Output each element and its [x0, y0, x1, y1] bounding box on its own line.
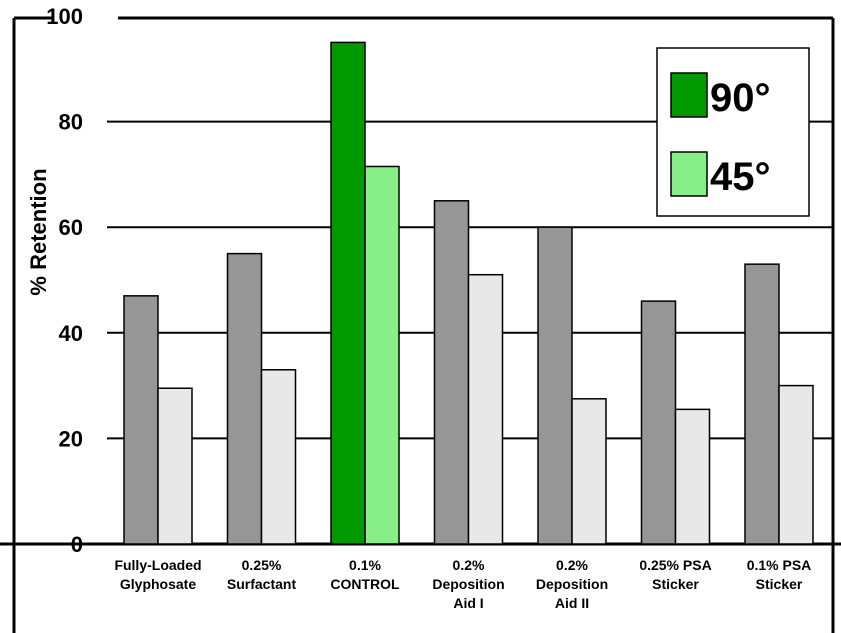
legend-label: 45° [710, 155, 771, 199]
bar-90-1 [226, 252, 263, 545]
category-label: 0.2% Deposition Aid II [536, 557, 608, 611]
bar-45-0 [157, 387, 193, 545]
bar-45-3 [467, 273, 504, 545]
y-tick-label: 20 [59, 426, 83, 451]
category-label: 0.25% Surfactant [227, 557, 297, 592]
bar-45-6 [778, 384, 814, 545]
bar-90-4 [537, 226, 573, 545]
category-label: 0.1% PSA Sticker [747, 557, 812, 592]
bar-90-3 [433, 200, 470, 545]
y-tick-label: 80 [59, 110, 83, 135]
bar-45-1 [260, 369, 297, 545]
category-label: Fully-Loaded Glyphosate [114, 557, 201, 592]
y-tick-label: 60 [59, 215, 83, 240]
y-tick-label: 100 [46, 4, 83, 29]
legend-swatch [670, 151, 708, 197]
legend: 90° 45° [656, 47, 810, 217]
bars [123, 41, 814, 545]
category-label: 0.25% PSA Sticker [639, 557, 711, 592]
bar-90-0 [123, 295, 159, 545]
y-tick-labels: 0 20 40 60 80 100 [46, 4, 83, 557]
bar-45-4 [571, 398, 607, 545]
category-label: 0.2% Deposition Aid I [432, 557, 504, 611]
y-tick-label: 0 [71, 532, 83, 557]
legend-label: 90° [710, 76, 771, 120]
y-tick-label: 40 [59, 321, 83, 346]
x-category-labels: Fully-Loaded Glyphosate 0.25% Surfactant 0.1… [114, 557, 811, 611]
y-axis-label: % Retention [26, 168, 51, 295]
legend-swatch [670, 72, 708, 118]
bar-90-5 [640, 300, 677, 545]
bar-45-2 [364, 165, 400, 545]
bar-45-5 [674, 408, 711, 545]
category-label: 0.1% CONTROL [330, 557, 400, 592]
bar-90-6 [744, 263, 780, 545]
bar-90-2 [330, 41, 366, 545]
